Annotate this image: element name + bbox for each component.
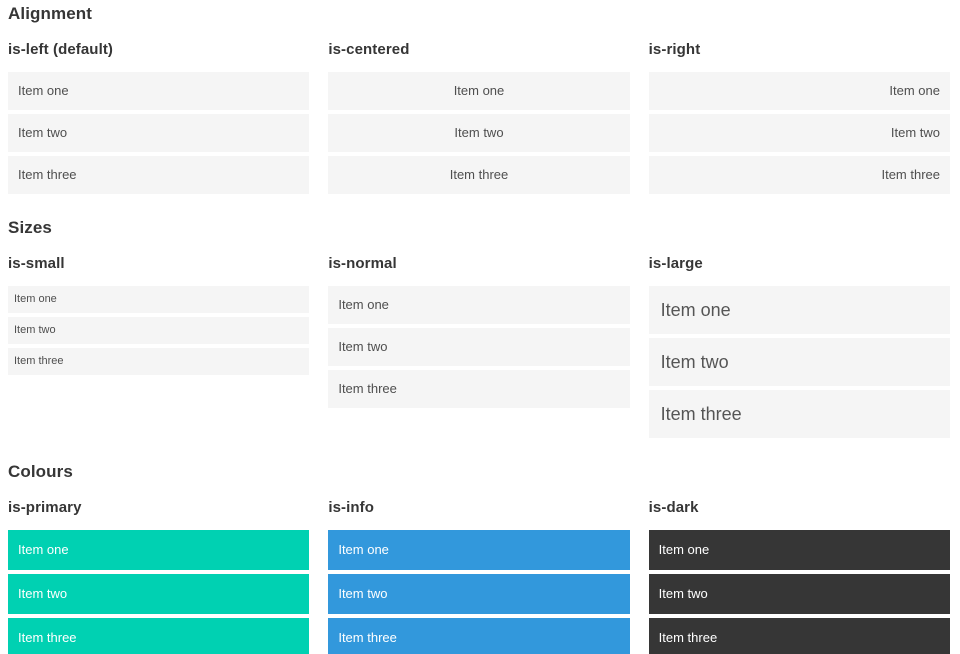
list-item[interactable]: Item two (648, 114, 950, 152)
list-item[interactable]: Item two (648, 574, 950, 614)
list-item[interactable]: Item three (8, 156, 310, 194)
list-item[interactable]: Item two (8, 317, 310, 344)
list-item[interactable]: Item one (328, 286, 630, 324)
list-item[interactable]: Item three (328, 618, 630, 654)
group-is-primary: is-primary Item one Item two Item three (8, 499, 310, 654)
group-is-small: is-small Item one Item two Item three (8, 255, 310, 379)
section-colours: Colours is-primary Item one Item two Ite… (8, 462, 950, 654)
group-heading-is-large: is-large (648, 255, 703, 272)
group-is-left: is-left (default) Item one Item two Item… (8, 41, 310, 198)
group-is-normal: is-normal Item one Item two Item three (328, 255, 630, 412)
list-is-right: Item one Item two Item three (648, 72, 950, 194)
group-heading-is-primary: is-primary (8, 499, 82, 516)
group-is-centered: is-centered Item one Item two Item three (328, 41, 630, 198)
section-sizes: Sizes is-small Item one Item two Item th… (8, 218, 950, 442)
group-heading-is-small: is-small (8, 255, 65, 272)
list-item[interactable]: Item three (8, 348, 310, 375)
list-item[interactable]: Item one (8, 286, 310, 313)
colours-columns: is-primary Item one Item two Item three … (8, 499, 950, 654)
section-alignment: Alignment is-left (default) Item one Ite… (8, 4, 950, 198)
list-item[interactable]: Item three (648, 618, 950, 654)
group-heading-is-centered: is-centered (328, 41, 410, 58)
list-item[interactable]: Item one (648, 286, 950, 334)
list-is-left: Item one Item two Item three (8, 72, 310, 194)
list-item[interactable]: Item two (8, 574, 310, 614)
group-heading-is-left: is-left (default) (8, 41, 114, 58)
list-item[interactable]: Item one (8, 530, 310, 570)
list-is-dark: Item one Item two Item three (648, 530, 950, 654)
sizes-columns: is-small Item one Item two Item three is… (8, 255, 950, 442)
list-item[interactable]: Item two (8, 114, 310, 152)
list-is-large: Item one Item two Item three (648, 286, 950, 438)
section-title-colours: Colours (8, 462, 73, 481)
list-item[interactable]: Item one (648, 530, 950, 570)
list-item[interactable]: Item two (328, 114, 630, 152)
list-item[interactable]: Item one (328, 530, 630, 570)
group-heading-is-normal: is-normal (328, 255, 397, 272)
list-item[interactable]: Item one (8, 72, 310, 110)
list-is-small: Item one Item two Item three (8, 286, 310, 375)
list-item[interactable]: Item three (328, 370, 630, 408)
list-item[interactable]: Item two (328, 328, 630, 366)
list-item[interactable]: Item one (328, 72, 630, 110)
list-is-normal: Item one Item two Item three (328, 286, 630, 408)
list-item[interactable]: Item one (648, 72, 950, 110)
list-item[interactable]: Item two (328, 574, 630, 614)
group-heading-is-dark: is-dark (648, 499, 699, 516)
group-is-large: is-large Item one Item two Item three (648, 255, 950, 442)
list-item[interactable]: Item three (8, 618, 310, 654)
list-item[interactable]: Item three (648, 390, 950, 438)
group-is-right: is-right Item one Item two Item three (648, 41, 950, 198)
list-is-centered: Item one Item two Item three (328, 72, 630, 194)
section-title-sizes: Sizes (8, 218, 52, 237)
group-heading-is-right: is-right (648, 41, 701, 58)
list-is-info: Item one Item two Item three (328, 530, 630, 654)
list-item[interactable]: Item three (328, 156, 630, 194)
list-item[interactable]: Item two (648, 338, 950, 386)
list-is-primary: Item one Item two Item three (8, 530, 310, 654)
group-heading-is-info: is-info (328, 499, 375, 516)
group-is-dark: is-dark Item one Item two Item three (648, 499, 950, 654)
section-title-alignment: Alignment (8, 4, 93, 23)
alignment-columns: is-left (default) Item one Item two Item… (8, 41, 950, 198)
list-item[interactable]: Item three (648, 156, 950, 194)
group-is-info: is-info Item one Item two Item three (328, 499, 630, 654)
